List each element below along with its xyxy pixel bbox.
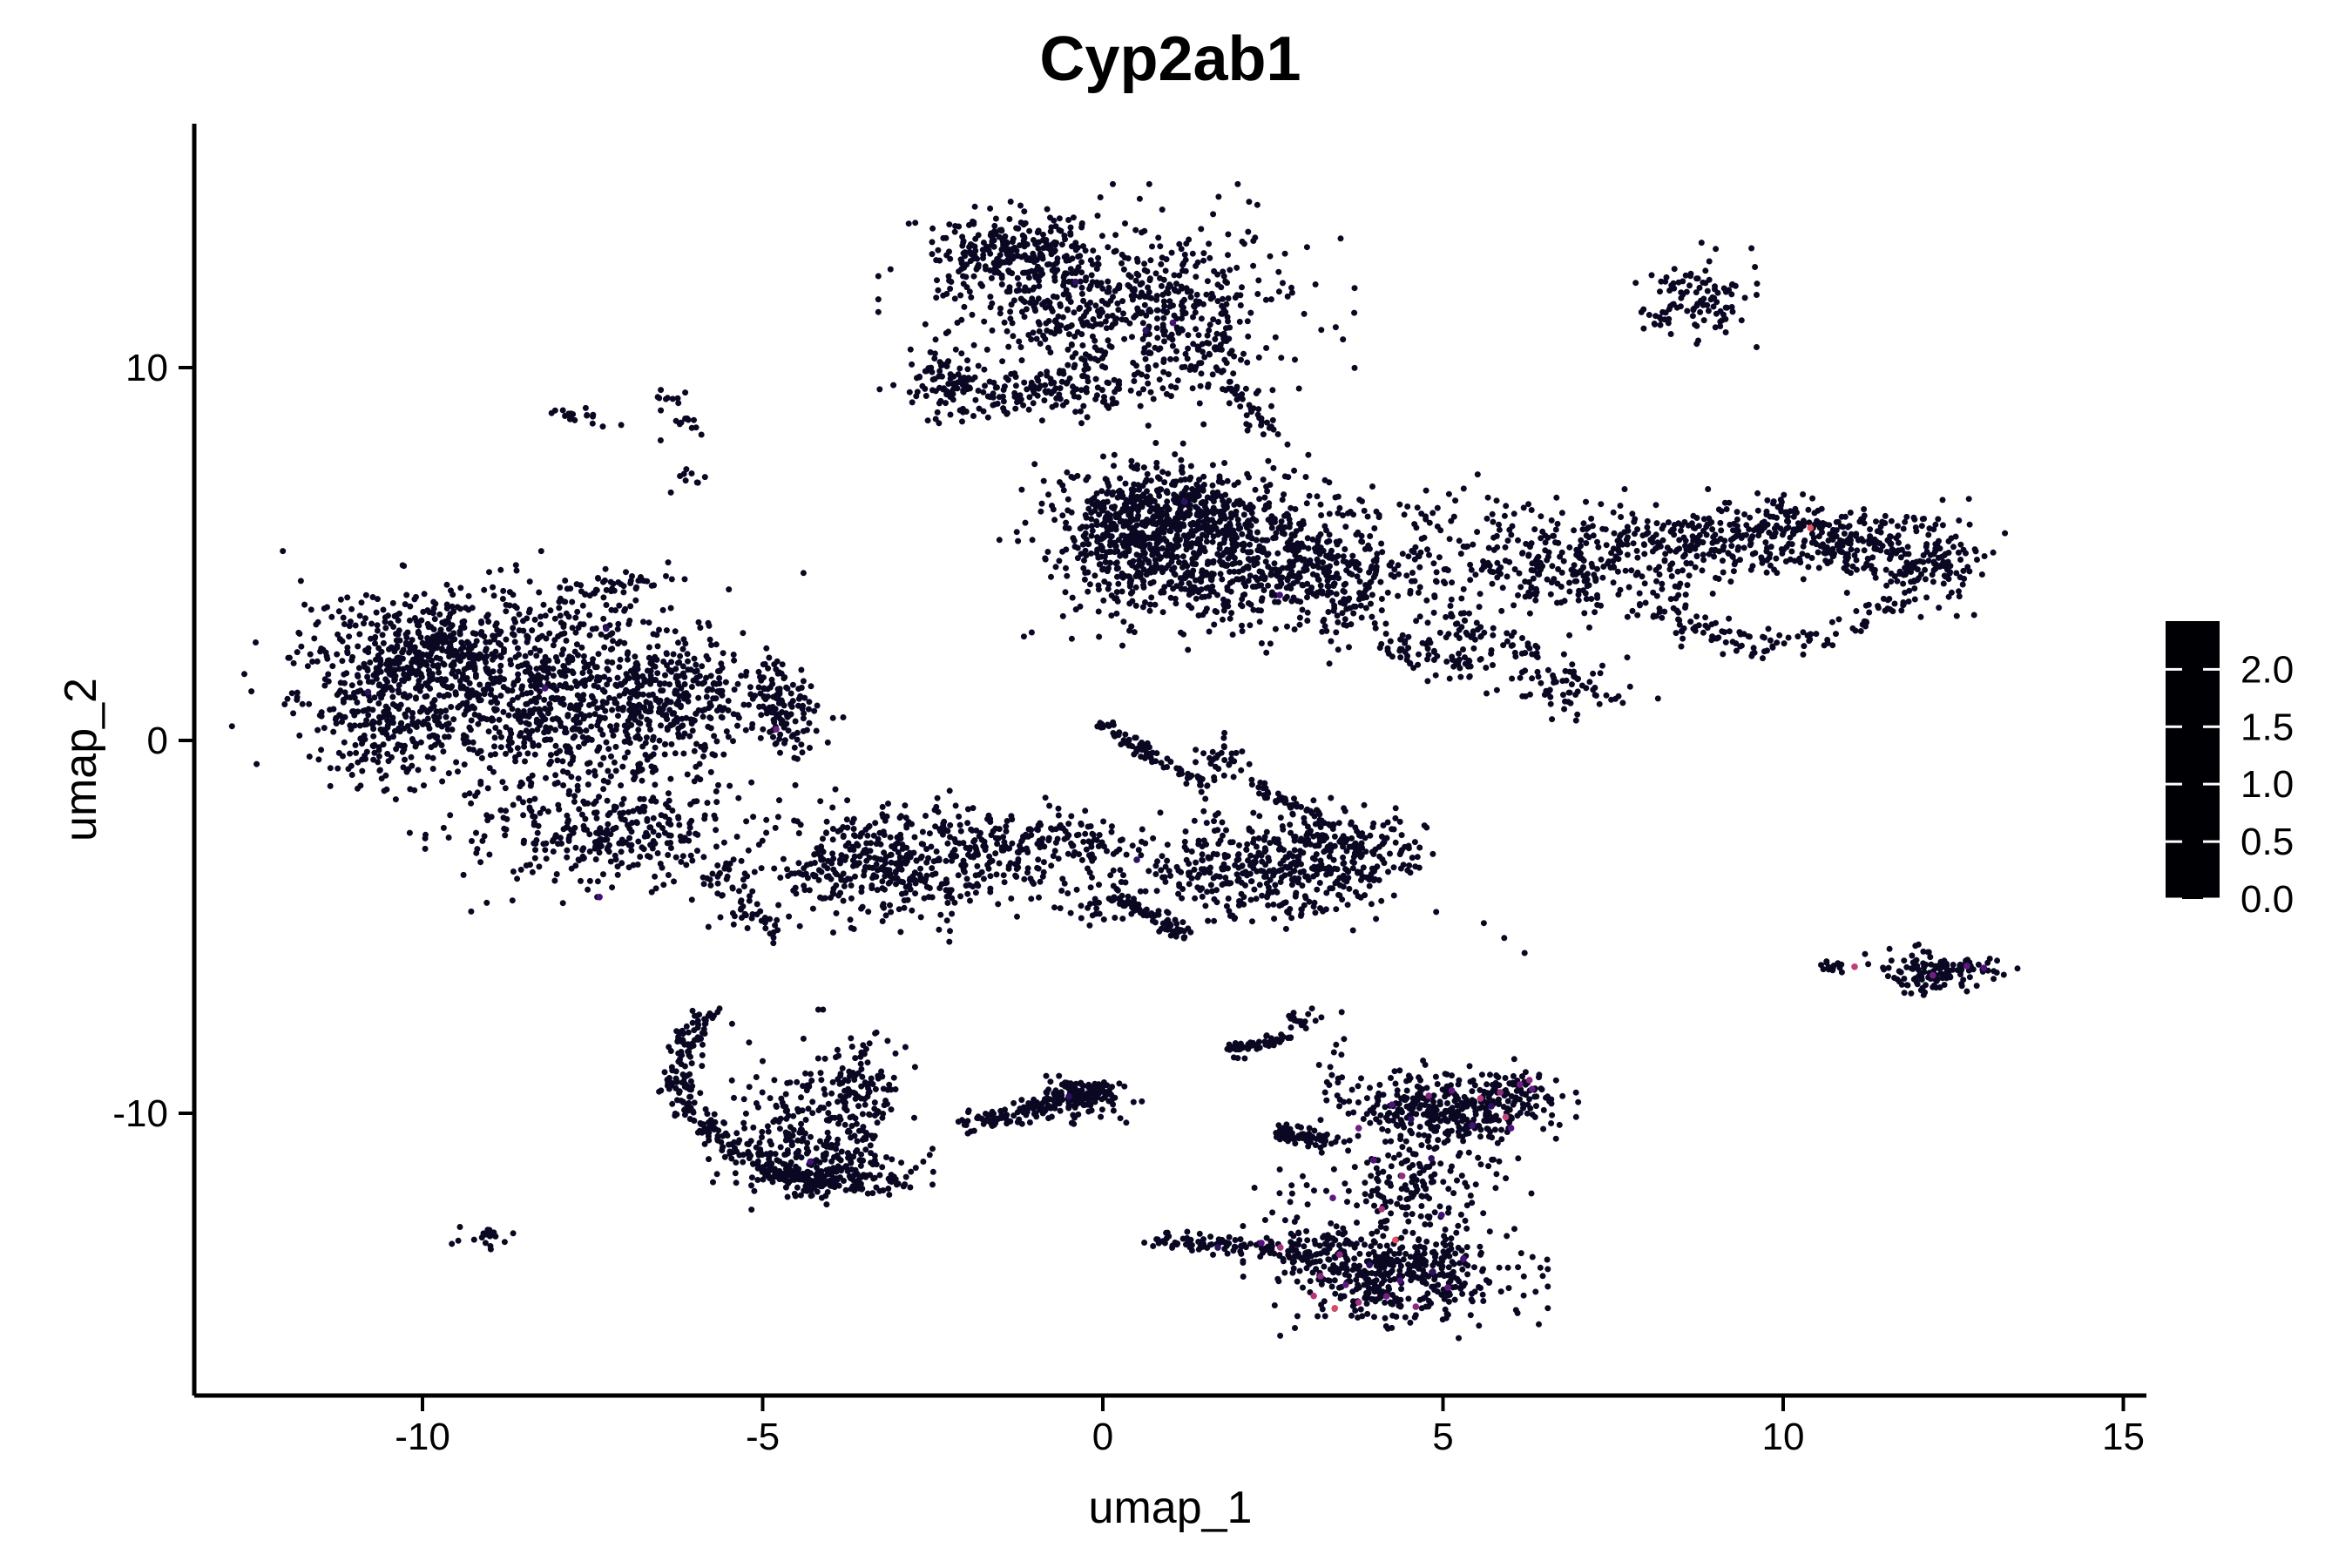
y-axis-ticks: -10 0 10: [112, 347, 194, 1135]
cluster-bottom-strip-points: [955, 1072, 1146, 1137]
expressing-cell-point: [1329, 1194, 1336, 1201]
cluster-right-points: [996, 440, 2009, 724]
cluster-bottom-right-points: [1141, 1005, 1582, 1342]
expressing-cell-point: [1851, 963, 1858, 970]
expressing-cell-point: [1392, 1236, 1399, 1244]
expressing-cell-point: [1342, 1281, 1349, 1288]
expression-colorbar: 0.0 0.5 1.0 1.5 2.0: [2166, 621, 2294, 921]
expressing-cell-point: [1317, 1273, 1324, 1280]
plot-title: Cyp2ab1: [1039, 24, 1301, 94]
expressing-cell-point: [1425, 1092, 1432, 1099]
expressing-cell-point: [1469, 1122, 1476, 1129]
x-tick-label: 10: [1762, 1416, 1805, 1458]
colorbar-tick-label: 0.0: [2240, 878, 2294, 921]
expressing-cell-point: [773, 726, 780, 733]
expressing-cell-point: [1389, 1101, 1396, 1108]
expressing-cell-point: [1398, 1173, 1406, 1179]
x-tick-label: -5: [746, 1416, 780, 1458]
expressing-cell-point: [1477, 1095, 1484, 1102]
y-tick-label: -10: [112, 1092, 168, 1135]
expressing-cell-point: [364, 688, 372, 696]
cluster-mid-right-points: [1818, 941, 2021, 998]
expressing-cell-point: [1412, 1303, 1420, 1310]
x-axis-title: umap_1: [1089, 1483, 1253, 1533]
expressing-cell-point: [1428, 1155, 1435, 1162]
expressing-cell-point: [1980, 964, 1988, 971]
expressing-cell-point: [1396, 1277, 1404, 1284]
expressing-cell-point: [1444, 1284, 1451, 1291]
colorbar-tick-label: 0.5: [2240, 821, 2294, 863]
expressing-cell-point: [1497, 1089, 1504, 1096]
expressing-cell-point: [1370, 1157, 1377, 1164]
expressing-cell-point: [1807, 524, 1814, 531]
expressing-cell-point: [541, 685, 549, 692]
expressing-cell-point: [1378, 1206, 1385, 1213]
cluster-mid-band-points: [688, 719, 1528, 956]
expressing-cell-point: [807, 1158, 814, 1166]
x-tick-label: -10: [395, 1416, 450, 1458]
y-tick-label: 0: [147, 720, 168, 762]
x-tick-label: 0: [1092, 1416, 1113, 1458]
scatter-points-layer: [228, 180, 2021, 1342]
expressing-cell-point: [1258, 1240, 1265, 1247]
expressing-cell-point: [1366, 1261, 1373, 1268]
cluster-top-right-points: [1632, 240, 1761, 350]
cluster-tiny-bottom-left-points: [449, 1224, 517, 1253]
expressing-cell-point: [1133, 856, 1140, 863]
expressing-cell-point: [1502, 1113, 1510, 1121]
expressing-cell-point: [1065, 1092, 1072, 1100]
x-tick-label: 5: [1432, 1416, 1453, 1458]
colorbar-labels: 0.0 0.5 1.0 1.5 2.0: [2240, 648, 2294, 921]
expressing-cell-point: [1488, 1103, 1495, 1110]
colorbar-tick-label: 1.0: [2240, 763, 2294, 806]
expressing-cell-point: [1072, 278, 1079, 286]
y-axis-title: umap_2: [56, 678, 106, 841]
expressing-cell-point: [1963, 963, 1970, 970]
expressing-cell-point: [1355, 1125, 1362, 1132]
expressing-cell-point: [603, 625, 610, 632]
expressing-cell-point: [1277, 1244, 1284, 1251]
expressing-cell-point: [1331, 1305, 1339, 1312]
expressing-cell-point: [1460, 1255, 1467, 1262]
expressing-cell-point: [1355, 1299, 1362, 1306]
colorbar-tick-label: 2.0: [2240, 648, 2294, 691]
expressing-cell-point: [1336, 1251, 1343, 1258]
expressing-cell-point: [1169, 319, 1177, 327]
expressing-cell-point: [1438, 1212, 1445, 1219]
colorbar-ticks: [2166, 667, 2220, 901]
expressing-cell-point: [1529, 1085, 1536, 1092]
expressing-cell-point: [596, 894, 603, 901]
expressing-cell-point: [1408, 1116, 1415, 1123]
axes-layer: -10 -5 0 5 10 15 -10 0 10: [112, 124, 2146, 1458]
colorbar-tick-label: 1.5: [2240, 706, 2294, 748]
expressing-cell-point: [1517, 1081, 1524, 1088]
expressing-cells-layer: [364, 278, 1988, 1312]
expressing-cell-point: [1429, 1268, 1436, 1275]
y-tick-label: 10: [125, 347, 168, 389]
expressing-cell-point: [1310, 1292, 1317, 1300]
expressing-cell-point: [1930, 971, 1936, 979]
expressing-cell-point: [1180, 498, 1188, 505]
cluster-left-points: [228, 548, 847, 947]
expressing-cell-point: [1214, 1244, 1221, 1251]
expressing-cell-point: [1382, 1293, 1390, 1300]
cluster-top-center-points: [875, 180, 1358, 438]
cluster-top-left-sparse-points: [548, 387, 708, 496]
cluster-bottom-left-points: [656, 1005, 936, 1213]
expressing-cell-point: [1507, 1125, 1515, 1132]
expressing-cell-point: [1448, 1087, 1456, 1094]
colorbar-gradient-bar: [2166, 621, 2220, 899]
expressing-cell-point: [1142, 327, 1149, 335]
expressing-cell-point: [1276, 591, 1283, 598]
x-axis-ticks: -10 -5 0 5 10 15: [395, 1396, 2145, 1458]
expressing-cell-point: [1525, 1077, 1533, 1084]
x-tick-label: 15: [2102, 1416, 2145, 1458]
